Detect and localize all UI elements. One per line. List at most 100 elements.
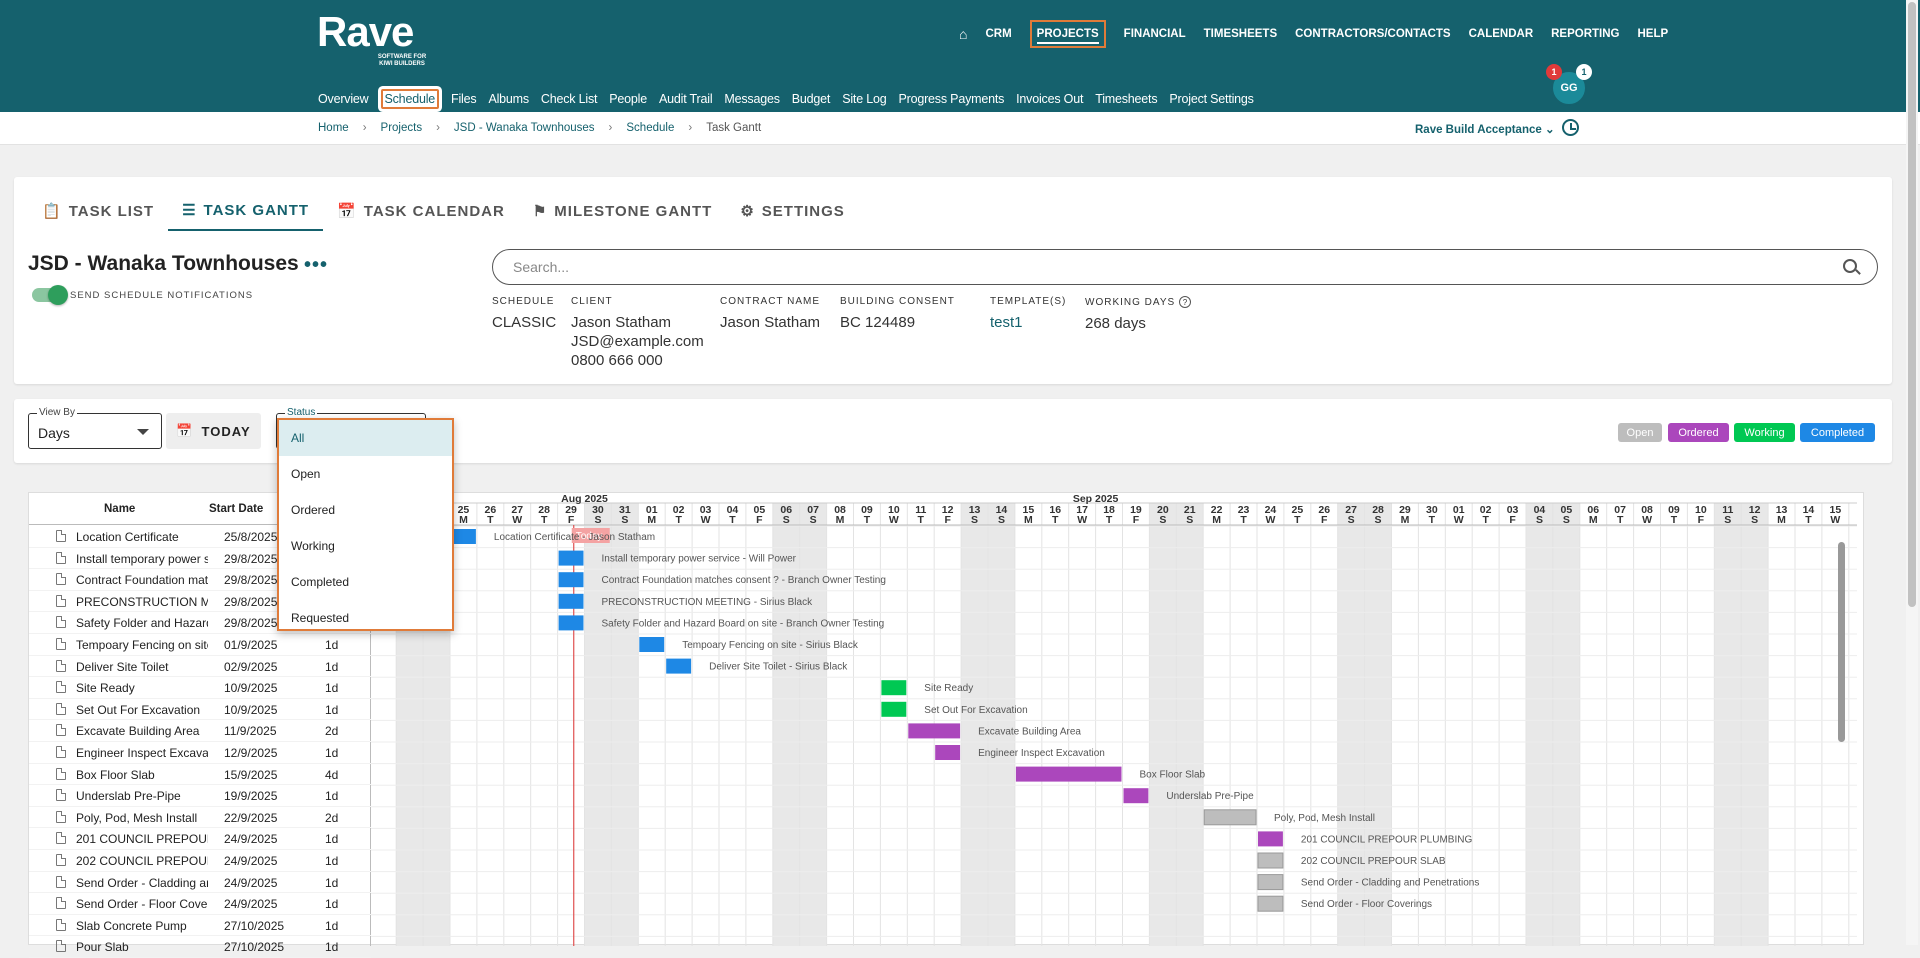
nav-financial[interactable]: FINANCIAL xyxy=(1123,28,1186,40)
subnav-checklist[interactable]: Check List xyxy=(540,92,598,106)
task-name: Install temporary power service xyxy=(76,551,208,566)
crumb-home[interactable]: Home xyxy=(318,122,349,134)
task-name: Safety Folder and Hazard Board on site xyxy=(76,616,208,631)
rave-logo[interactable]: Rave SOFTWARE FOR KIWI BUILDERS xyxy=(317,10,426,68)
subnav-budget[interactable]: Budget xyxy=(791,92,831,106)
task-row[interactable]: Site Ready 10/9/2025 1d xyxy=(29,677,371,699)
page-scrollbar[interactable] xyxy=(1906,0,1918,945)
document-icon xyxy=(56,724,66,737)
day-letter: T xyxy=(1052,514,1059,526)
tab-milestone-gantt[interactable]: ⚑ MILESTONE GANTT xyxy=(519,191,727,231)
status-option-all[interactable]: All xyxy=(279,420,452,456)
task-row[interactable]: Send Order - Floor Coverings 24/9/2025 1d xyxy=(29,893,371,915)
nav-crm[interactable]: CRM xyxy=(985,28,1012,40)
day-number: 07 xyxy=(1614,504,1626,516)
subnav-overview[interactable]: Overview xyxy=(318,92,369,106)
home-icon[interactable]: ⌂ xyxy=(959,26,968,42)
client-info: CLIENT Jason Statham JSD@example.com 0800 6… xyxy=(571,296,704,370)
subnav-schedule[interactable]: Schedule xyxy=(380,89,440,109)
tab-task-gantt[interactable]: ☰ TASK GANTT xyxy=(168,191,324,231)
task-row[interactable]: 202 COUNCIL PREPOUR SLAB 24/9/2025 1d xyxy=(29,850,371,872)
subnav-project-settings[interactable]: Project Settings xyxy=(1169,92,1254,106)
task-row[interactable]: Install temporary power service 29/8/2025… xyxy=(29,548,371,570)
subnav-audit-trail[interactable]: Audit Trail xyxy=(659,92,713,106)
status-option-working[interactable]: Working xyxy=(291,539,335,553)
today-button[interactable]: 📅 TODAY xyxy=(166,413,261,449)
day-number: 24 xyxy=(1265,504,1277,516)
gantt-scrollbar[interactable] xyxy=(1834,538,1848,943)
task-bar-label: Deliver Site Toilet - Sirius Black xyxy=(709,662,848,673)
subnav-files[interactable]: Files xyxy=(451,92,477,106)
status-option-open[interactable]: Open xyxy=(291,467,321,481)
task-row[interactable]: 201 COUNCIL PREPOUR PLUMBING 24/9/2025 1d xyxy=(29,828,371,850)
task-row[interactable]: Slab Concrete Pump 27/10/2025 1d xyxy=(29,915,371,937)
history-clock-icon[interactable] xyxy=(1562,119,1579,136)
working-days-info: WORKING DAYS ? 268 days xyxy=(1085,296,1191,333)
tab-task-list[interactable]: 📋 TASK LIST xyxy=(28,191,168,231)
search-input[interactable]: Search... xyxy=(492,249,1878,285)
day-number: 04 xyxy=(727,504,739,516)
task-row[interactable]: Safety Folder and Hazard Board on site 29… xyxy=(29,612,371,634)
crumb-projects[interactable]: Projects xyxy=(380,122,423,134)
subnav-invoices-out[interactable]: Invoices Out xyxy=(1016,92,1084,106)
project-subnav: Overview Schedule Files Albums Check Lis… xyxy=(318,89,1266,109)
document-icon xyxy=(56,638,66,650)
subnav-people[interactable]: People xyxy=(609,92,648,106)
task-row[interactable]: Tempoary Fencing on site 01/9/2025 1d xyxy=(29,634,371,656)
crumb-project[interactable]: JSD - Wanaka Townhouses xyxy=(453,122,595,134)
subnav-albums[interactable]: Albums xyxy=(488,92,529,106)
task-bar-label: Contract Foundation matches consent ? - … xyxy=(602,575,886,586)
task-row[interactable]: Send Order - Cladding and Penetrations 24… xyxy=(29,872,371,894)
task-row[interactable]: Excavate Building Area 11/9/2025 2d xyxy=(29,720,371,742)
day-number: 13 xyxy=(1776,504,1788,516)
day-number: 03 xyxy=(700,504,712,516)
task-row[interactable]: Set Out For Excavation 10/9/2025 1d xyxy=(29,699,371,721)
nav-reporting[interactable]: REPORTING xyxy=(1551,28,1620,40)
col-start-header[interactable]: Start Date xyxy=(209,503,264,515)
scroll-thumb[interactable] xyxy=(1838,542,1845,742)
template-link[interactable]: test1 xyxy=(990,314,1023,331)
status-option-requested[interactable]: Requested xyxy=(291,611,350,625)
subnav-timesheets[interactable]: Timesheets xyxy=(1095,92,1158,106)
task-row[interactable]: Engineer Inspect Excavation 12/9/2025 1d xyxy=(29,742,371,764)
subnav-site-log[interactable]: Site Log xyxy=(842,92,887,106)
task-row[interactable]: Underslab Pre-Pipe 19/9/2025 1d xyxy=(29,785,371,807)
status-option-completed[interactable]: Completed xyxy=(291,575,350,589)
day-letter: T xyxy=(864,514,871,526)
day-number: 01 xyxy=(1453,504,1465,516)
tab-settings[interactable]: ⚙ SETTINGS xyxy=(726,191,858,231)
help-circle-icon[interactable]: ? xyxy=(1178,296,1191,308)
task-row[interactable]: Pour Slab 27/10/2025 1d xyxy=(29,936,371,958)
subnav-progress-payments[interactable]: Progress Payments xyxy=(898,92,1005,106)
col-name-header[interactable]: Name xyxy=(104,503,136,515)
task-bar-label: Box Floor Slab xyxy=(1140,770,1206,781)
consent-info: BUILDING CONSENT BC 124489 xyxy=(840,296,955,332)
nav-timesheets[interactable]: TIMESHEETS xyxy=(1203,28,1278,40)
tab-task-calendar[interactable]: 📅 TASK CALENDAR xyxy=(323,191,519,231)
task-start: 02/9/2025 xyxy=(224,659,278,674)
task-row[interactable]: Box Floor Slab 15/9/2025 4d xyxy=(29,764,371,786)
task-name: Site Ready xyxy=(76,681,135,696)
list-icon: ☰ xyxy=(182,202,197,219)
page-scroll-thumb[interactable] xyxy=(1908,2,1916,607)
task-row[interactable]: Deliver Site Toilet 02/9/2025 1d xyxy=(29,656,371,678)
nav-calendar[interactable]: CALENDAR xyxy=(1468,28,1534,40)
task-bar xyxy=(881,701,907,717)
crumb-schedule[interactable]: Schedule xyxy=(626,122,675,134)
nav-projects[interactable]: PROJECTS xyxy=(1029,20,1106,48)
day-number: 02 xyxy=(1480,504,1492,516)
notifications-toggle[interactable] xyxy=(32,285,68,305)
document-icon xyxy=(56,767,66,780)
subnav-messages[interactable]: Messages xyxy=(724,92,780,106)
nav-contractors[interactable]: CONTRACTORS/CONTACTS xyxy=(1295,28,1451,40)
day-number: 18 xyxy=(1103,504,1115,516)
more-options-icon[interactable]: ••• xyxy=(304,254,329,276)
task-start: 10/9/2025 xyxy=(224,681,278,696)
task-row[interactable]: Poly, Pod, Mesh Install 22/9/2025 2d xyxy=(29,807,371,829)
task-bar-label: Location Certificate - Jason Statham xyxy=(494,532,655,543)
search-icon[interactable] xyxy=(1843,259,1857,273)
view-by-select[interactable]: View By Days xyxy=(28,407,162,449)
status-option-ordered[interactable]: Ordered xyxy=(291,503,336,517)
nav-help[interactable]: HELP xyxy=(1637,28,1669,40)
account-selector[interactable]: Rave Build Acceptance ⌄ xyxy=(1415,122,1555,136)
